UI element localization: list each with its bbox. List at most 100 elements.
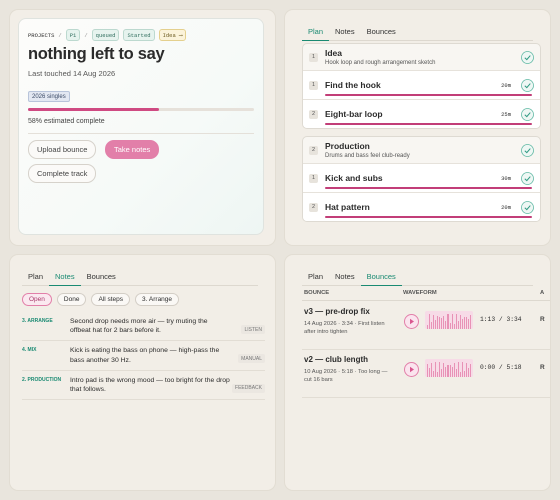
crumb: PROJECTS: [28, 31, 55, 39]
task-number: 2: [309, 202, 318, 212]
group-subtitle: Drums and bass feel club-ready: [325, 153, 410, 159]
bounce-title: v3 — pre-drop fix: [304, 307, 370, 316]
upload-button[interactable]: Upload bounce: [28, 140, 97, 159]
bounce-meta: 10 Aug 2026 · 5:18 · Too long — cut 16 b…: [304, 369, 388, 384]
project-card: PROJECTS / P1/queued Started Idea ⟶ nothing …: [18, 18, 264, 235]
note-text: Kick is eating the bass on phone — high-…: [70, 347, 220, 364]
header-cell: A: [540, 290, 545, 296]
step-number: 1: [309, 52, 318, 62]
bounce-action[interactable]: R: [540, 316, 545, 323]
task-duration: 20m: [501, 203, 511, 211]
tabs: Plan Notes Bounces: [302, 24, 533, 41]
group-title: Idea: [325, 48, 343, 58]
project-panel: PROJECTS / P1/queued Started Idea ⟶ nothing …: [10, 10, 275, 245]
filter-chip[interactable]: 3. Arrange: [135, 293, 180, 306]
tab[interactable]: Plan: [302, 24, 330, 41]
check-icon[interactable]: [521, 50, 534, 64]
table-header: BOUNCE WAVEFORM A: [302, 290, 550, 301]
task-number: 1: [309, 80, 318, 90]
note-text: Second drop needs more air — try muting …: [70, 318, 208, 335]
group-text: Production Drums and bass feel club-ready: [325, 141, 410, 159]
progress-track: [28, 108, 254, 111]
task-progress: [325, 216, 532, 218]
task-progress: [325, 94, 532, 96]
header-cell: BOUNCE: [304, 290, 330, 296]
check-icon[interactable]: [521, 107, 534, 121]
status-chip[interactable]: Started: [123, 29, 155, 41]
task-row: 1 Kick and subs 30m: [303, 163, 540, 192]
task-title: Find the hook: [325, 80, 381, 90]
note-source: MANUAL: [238, 354, 265, 364]
breadcrumbs: PROJECTS / P1/queued Started Idea ⟶: [28, 29, 187, 41]
separator: /: [58, 31, 62, 39]
notes-button[interactable]: Take notes: [105, 140, 160, 159]
task-row: 2 Hat pattern 20m: [303, 192, 540, 221]
task-number: 2: [309, 109, 318, 119]
note-step: 4. MIX: [22, 347, 37, 354]
note-step: 3. ARRANGE: [22, 318, 53, 324]
bounce-row: v3 — pre-drop fix 14 Aug 2026 · 3:34 · Fi…: [302, 301, 550, 350]
tab[interactable]: Notes: [49, 269, 81, 286]
check-icon[interactable]: [521, 143, 534, 157]
task-duration: 25m: [501, 110, 511, 118]
divider: [28, 133, 254, 134]
play-button[interactable]: [404, 314, 419, 329]
tab[interactable]: Bounces: [86, 272, 116, 281]
note-step: 2. PRODUCTION: [22, 376, 62, 383]
tab[interactable]: Bounces: [360, 269, 402, 286]
plan-groups: 1 Idea Hook loop and rough arrangement ske…: [302, 43, 541, 229]
project-title: nothing left to say: [28, 45, 165, 63]
waveform[interactable]: [425, 311, 473, 329]
filter-chip[interactable]: All steps: [91, 293, 131, 306]
note-source: FEEDBACK: [232, 383, 265, 393]
bounce-title: v2 — club length: [304, 355, 369, 364]
task-duration: 20m: [501, 81, 511, 89]
status-chip[interactable]: queued: [91, 29, 120, 41]
filter-chip[interactable]: Open: [22, 293, 52, 306]
notes-panel: Plan Notes Bounces Open Done All steps 3. Arr…: [10, 255, 275, 490]
note-row: 3. ARRANGE Second drop needs more air — t…: [22, 312, 265, 342]
last-touched: Last touched 14 Aug 2026: [28, 69, 116, 78]
tab[interactable]: Plan: [308, 272, 324, 281]
task-number: 1: [309, 173, 318, 183]
note-row: 2. PRODUCTION Intro pad is the wrong mood…: [22, 371, 265, 401]
complete-button[interactable]: Complete track: [28, 164, 97, 183]
note-row: 4. MIX Kick is eating the bass on phone —…: [22, 341, 265, 371]
task-duration: 30m: [501, 174, 511, 182]
check-icon[interactable]: [521, 200, 534, 214]
note-source: LISTEN: [241, 325, 265, 334]
check-icon[interactable]: [521, 78, 534, 92]
bounce-action[interactable]: R: [540, 364, 545, 371]
notes-list: 3. ARRANGE Second drop needs more air — t…: [22, 312, 265, 401]
task-progress: [325, 187, 532, 189]
tab[interactable]: Notes: [335, 272, 355, 281]
check-icon[interactable]: [521, 171, 534, 185]
waveform[interactable]: [425, 359, 473, 377]
progress-label: 58% estimated complete: [28, 118, 105, 125]
play-button[interactable]: [404, 362, 419, 377]
filter-chip[interactable]: Done: [56, 293, 87, 306]
tab[interactable]: Bounces: [366, 27, 396, 36]
tabs: Plan Notes Bounces: [302, 269, 533, 286]
plan-group: 2 Production Drums and bass feel club-read…: [302, 136, 541, 222]
task-row: 2 Eight-bar loop 25m: [303, 99, 540, 128]
filters: Open Done All steps 3. Arrange: [22, 293, 180, 306]
step-number: 2: [309, 145, 318, 155]
task-title: Kick and subs: [325, 173, 383, 183]
bounces-panel: Plan Notes Bounces BOUNCE WAVEFORM A v3 — …: [285, 255, 550, 490]
group-header: 1 Idea Hook loop and rough arrangement ske…: [303, 44, 540, 70]
tab[interactable]: Plan: [28, 272, 44, 281]
status-chip[interactable]: Idea ⟶: [158, 29, 187, 41]
bounce-time: 0:00 / 5:18: [480, 364, 522, 371]
group-text: Idea Hook loop and rough arrangement sket…: [325, 48, 435, 66]
task-title: Hat pattern: [325, 202, 370, 212]
tag[interactable]: 2026 singles: [28, 91, 70, 102]
tabs: Plan Notes Bounces: [22, 269, 258, 286]
status-chip[interactable]: P1: [65, 29, 81, 41]
progress-fill: [28, 108, 160, 111]
plan-group: 1 Idea Hook loop and rough arrangement ske…: [302, 43, 541, 129]
tab[interactable]: Notes: [335, 27, 355, 36]
task-title: Eight-bar loop: [325, 109, 383, 119]
header-cell: WAVEFORM: [403, 290, 437, 296]
